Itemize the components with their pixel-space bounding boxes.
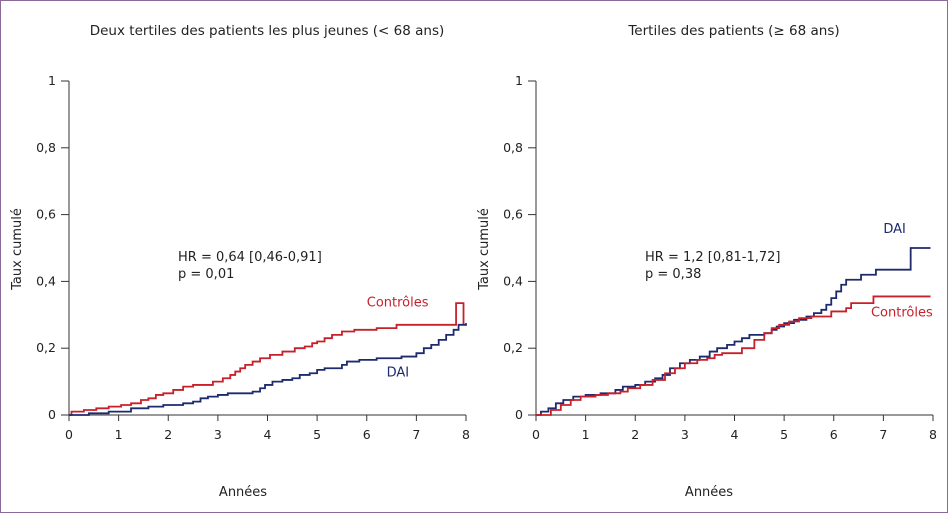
- x-tick-label: 3: [214, 427, 222, 442]
- x-axis-label: Années: [219, 485, 267, 500]
- y-axis-label: Taux cumulé: [477, 208, 492, 291]
- x-tick-label: 7: [879, 427, 887, 442]
- series-label-controles: Contrôles: [367, 295, 429, 310]
- chart-title: Tertiles des patients (≥ 68 ans): [627, 23, 839, 39]
- y-tick-label: 0,8: [36, 140, 56, 155]
- p-value-annotation: p = 0,01: [178, 267, 234, 282]
- y-tick-label: 0: [515, 407, 523, 422]
- x-tick-label: 6: [830, 427, 838, 442]
- x-tick-label: 1: [115, 427, 123, 442]
- y-tick-label: 0,4: [36, 273, 56, 288]
- x-tick-label: 2: [164, 427, 172, 442]
- y-tick-label: 0: [48, 407, 56, 422]
- x-tick-label: 2: [631, 427, 639, 442]
- series-line-controles: [69, 302, 465, 416]
- y-tick-label: 0,8: [503, 140, 523, 155]
- y-axis-label: Taux cumulé: [10, 208, 25, 291]
- chart-title: Deux tertiles des patients les plus jeun…: [90, 23, 445, 39]
- chart-panel-young: Deux tertiles des patients les plus jeun…: [10, 23, 470, 500]
- x-tick-label: 6: [363, 427, 371, 442]
- x-tick-label: 8: [462, 427, 470, 442]
- series-label-dai: DAI: [883, 222, 906, 237]
- x-tick-label: 3: [681, 427, 689, 442]
- y-tick-label: 0,2: [36, 340, 56, 355]
- x-tick-label: 4: [264, 427, 272, 442]
- x-tick-label: 4: [731, 427, 739, 442]
- y-tick-label: 0,6: [36, 207, 56, 222]
- y-tick-label: 0,6: [503, 207, 523, 222]
- hr-annotation: HR = 0,64 [0,46-0,91]: [178, 250, 322, 265]
- series-line-dai: [69, 323, 467, 416]
- p-value-annotation: p = 0,38: [645, 267, 701, 282]
- x-tick-label: 0: [65, 427, 73, 442]
- series-line-dai: [536, 247, 931, 416]
- x-tick-label: 5: [313, 427, 321, 442]
- x-tick-label: 7: [412, 427, 420, 442]
- chart-panel-old: Tertiles des patients (≥ 68 ans) Taux cu…: [477, 23, 937, 500]
- hr-annotation: HR = 1,2 [0,81-1,72]: [645, 250, 781, 265]
- x-tick-label: 0: [532, 427, 540, 442]
- x-tick-label: 8: [929, 427, 937, 442]
- series-line-controles: [536, 295, 931, 416]
- y-tick-label: 1: [48, 73, 56, 88]
- y-tick-label: 0,2: [503, 340, 523, 355]
- x-tick-label: 1: [582, 427, 590, 442]
- x-tick-label: 5: [780, 427, 788, 442]
- x-axis-label: Années: [685, 485, 733, 500]
- y-tick-label: 0,4: [503, 273, 523, 288]
- series-label-dai: DAI: [387, 366, 410, 381]
- y-tick-label: 1: [515, 73, 523, 88]
- series-label-controles: Contrôles: [871, 305, 933, 320]
